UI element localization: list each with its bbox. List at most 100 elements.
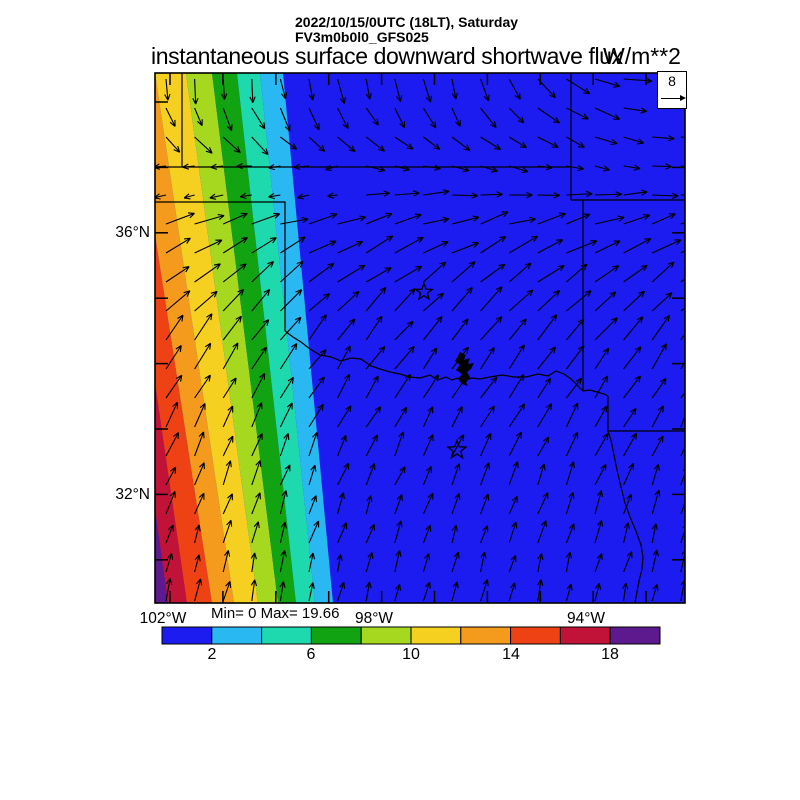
wind-arrow-icon xyxy=(365,434,378,457)
wind-arrow-icon xyxy=(565,402,579,428)
wind-arrow-icon xyxy=(279,107,291,132)
colorbar-tick-2: 2 xyxy=(207,646,217,663)
wind-arrow-icon xyxy=(594,191,622,198)
wind-arrow-icon xyxy=(279,402,293,428)
wind-arrow-icon xyxy=(308,349,327,370)
wind-arrow-icon xyxy=(165,491,176,515)
wind-arrow-icon xyxy=(165,237,191,254)
wind-arrow-icon xyxy=(239,192,252,200)
wind-arrow-icon xyxy=(365,552,374,573)
wind-arrow-icon xyxy=(508,78,521,100)
wind-arrow-icon xyxy=(422,434,434,457)
wind-arrow-icon xyxy=(480,462,490,486)
wind-arrow-icon xyxy=(194,374,211,399)
wind-arrow-icon xyxy=(308,432,319,457)
wind-arrow-icon xyxy=(423,188,450,196)
colorbar-segment xyxy=(261,626,312,645)
wind-arrow-icon xyxy=(422,406,434,428)
wind-arrow-icon xyxy=(250,579,258,602)
wind-arrow-icon xyxy=(508,431,522,457)
wind-arrow-icon xyxy=(480,263,506,283)
colorbar-segment xyxy=(460,626,512,645)
wind-arrow-icon xyxy=(394,431,405,457)
wind-arrow-icon xyxy=(250,552,257,573)
wind-arrow-icon xyxy=(337,290,360,312)
wind-vector-field xyxy=(155,77,685,602)
wind-arrow-icon xyxy=(537,239,564,254)
lat-label-36n: 36°N xyxy=(115,224,150,241)
wind-arrow-icon xyxy=(651,549,659,573)
wind-arrow-icon xyxy=(652,192,679,200)
wind-arrow-icon xyxy=(508,318,527,341)
wind-arrow-icon xyxy=(365,212,393,225)
wind-arrow-icon xyxy=(251,372,266,399)
reference-vector-value: 8 xyxy=(668,73,676,89)
wind-arrow-icon xyxy=(423,261,447,283)
wind-arrow-icon xyxy=(480,347,495,370)
state-borders xyxy=(155,73,685,603)
wind-arrow-icon xyxy=(394,520,403,544)
wind-arrow-icon xyxy=(508,235,539,254)
wind-arrow-icon xyxy=(651,463,660,486)
wind-arrow-icon xyxy=(249,78,256,103)
wind-arrow-icon xyxy=(251,136,269,156)
wind-arrow-icon xyxy=(279,342,298,370)
wind-arrow-icon xyxy=(222,237,248,254)
wind-arrow-icon xyxy=(165,401,179,428)
wind-arrow-icon xyxy=(222,460,232,486)
wind-arrow-icon xyxy=(365,463,376,486)
wind-arrow-icon xyxy=(194,462,205,486)
wind-arrow-icon xyxy=(222,581,232,602)
wind-arrow-icon xyxy=(165,578,173,602)
wind-arrow-icon xyxy=(623,164,641,171)
wind-arrow-icon xyxy=(480,493,490,515)
wind-arrow-icon xyxy=(337,107,349,129)
wind-arrow-icon xyxy=(623,214,651,225)
wind-arrow-icon xyxy=(280,136,298,150)
wind-arrow-icon xyxy=(651,435,664,457)
wind-arrow-icon xyxy=(623,238,652,254)
wind-arrow-icon xyxy=(623,551,633,573)
wind-arrow-icon xyxy=(623,522,631,544)
wind-arrow-icon xyxy=(537,212,566,225)
wind-arrow-icon xyxy=(508,555,517,573)
wind-arrow-icon xyxy=(537,346,557,370)
wind-arrow-icon xyxy=(594,291,617,312)
wind-arrow-icon xyxy=(308,107,320,131)
wind-arrow-icon xyxy=(566,290,592,312)
wind-arrow-icon xyxy=(251,492,261,515)
wind-arrow-icon xyxy=(194,263,221,283)
wind-arrow-icon xyxy=(422,492,434,515)
colorbar-segment xyxy=(211,626,263,645)
wind-arrow-icon xyxy=(651,377,667,399)
wind-arrow-icon xyxy=(365,375,379,399)
wind-arrow-icon xyxy=(623,136,644,145)
wind-arrow-icon xyxy=(480,405,495,428)
wind-arrow-icon xyxy=(251,237,277,254)
wind-arrow-icon xyxy=(192,78,199,105)
wind-arrow-icon xyxy=(308,213,338,225)
wind-arrow-icon xyxy=(337,581,346,602)
wind-arrow-icon xyxy=(566,107,589,120)
wind-arrow-icon xyxy=(297,193,310,200)
wind-arrow-icon xyxy=(680,524,685,544)
wind-arrow-icon xyxy=(623,264,648,283)
wind-arrow-icon xyxy=(537,314,558,341)
wind-arrow-icon xyxy=(480,525,489,544)
wind-arrow-icon xyxy=(680,165,685,168)
wind-arrow-icon xyxy=(508,521,518,544)
wind-arrow-icon xyxy=(566,78,591,95)
wind-arrow-icon xyxy=(422,347,438,370)
minmax-label: Min= 0 Max= 19.66 xyxy=(211,605,340,622)
units-label: W/m**2 xyxy=(603,43,681,69)
wind-arrow-icon xyxy=(222,405,234,428)
wind-arrow-icon xyxy=(165,290,191,312)
wind-arrow-icon xyxy=(508,582,517,602)
wind-arrow-icon xyxy=(222,377,237,399)
colorbar-segment xyxy=(559,626,611,645)
wind-arrow-icon xyxy=(194,402,206,428)
wind-arrow-icon xyxy=(308,136,326,152)
wind-arrow-icon xyxy=(651,489,661,515)
wind-arrow-icon xyxy=(594,165,610,172)
